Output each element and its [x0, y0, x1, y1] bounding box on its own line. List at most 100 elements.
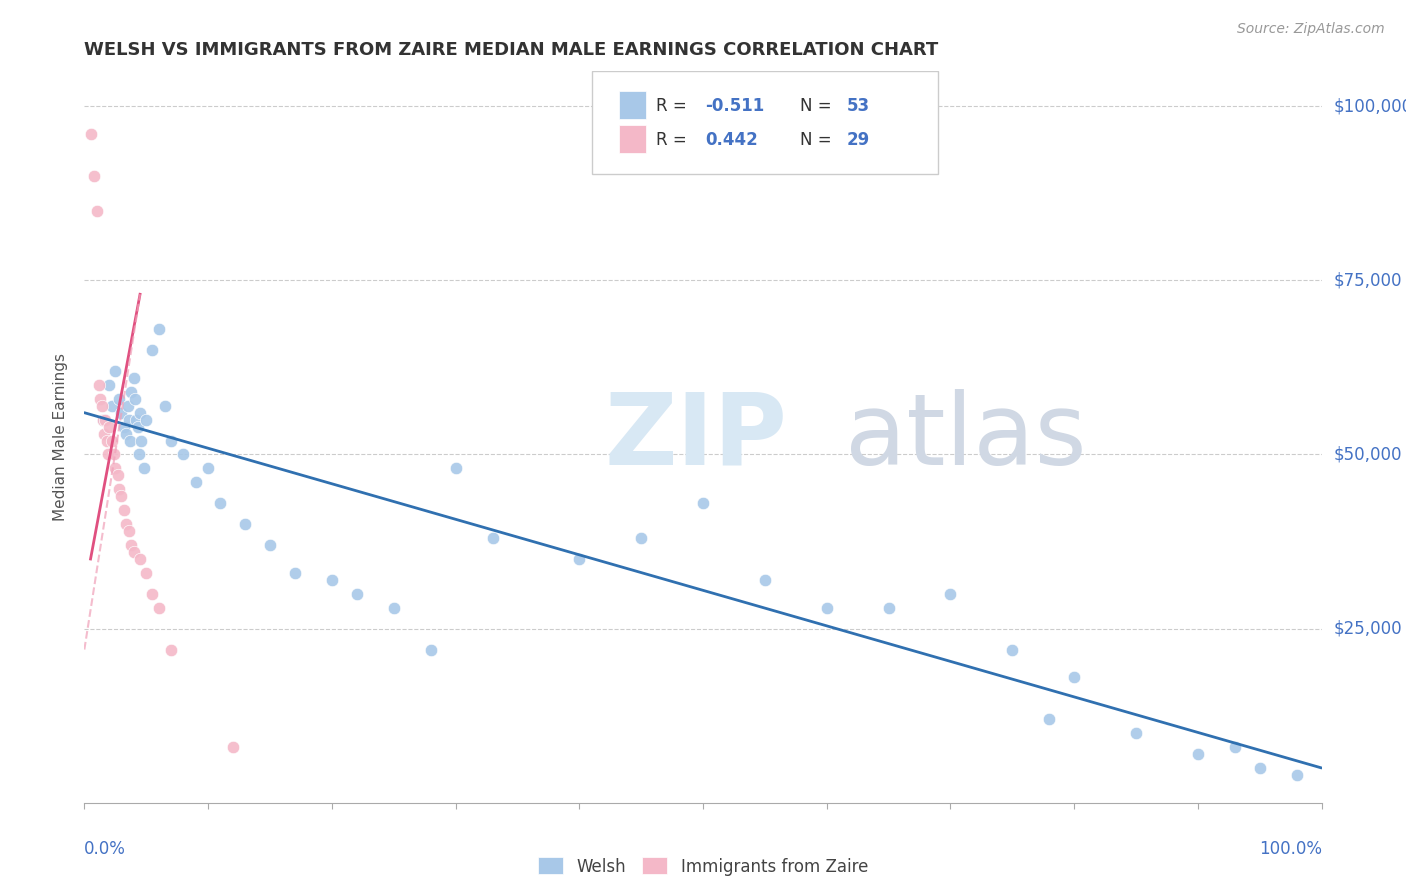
Point — [117, 399, 139, 413]
Point — [118, 412, 141, 426]
Point — [90, 399, 112, 413]
Point — [97, 448, 120, 462]
Point — [233, 517, 256, 532]
Point — [129, 434, 152, 448]
Point — [89, 392, 111, 406]
Text: 0.442: 0.442 — [706, 131, 758, 149]
Point — [115, 517, 138, 532]
Text: Source: ZipAtlas.com: Source: ZipAtlas.com — [1237, 22, 1385, 37]
Point — [481, 531, 503, 545]
Point — [120, 538, 142, 552]
Point — [1285, 768, 1308, 782]
Point — [160, 434, 183, 448]
Point — [939, 587, 962, 601]
Text: 100.0%: 100.0% — [1258, 840, 1322, 858]
Point — [108, 483, 131, 497]
Text: 0.0%: 0.0% — [84, 840, 127, 858]
Text: ZIP: ZIP — [605, 389, 787, 485]
Y-axis label: Median Male Earnings: Median Male Earnings — [53, 353, 69, 521]
Point — [222, 740, 245, 755]
Point — [444, 461, 467, 475]
Point — [100, 434, 122, 448]
Text: $100,000: $100,000 — [1334, 97, 1406, 115]
Point — [135, 412, 157, 426]
Point — [96, 434, 118, 448]
Point — [112, 503, 135, 517]
Point — [132, 461, 155, 475]
Point — [86, 203, 108, 218]
Point — [1223, 740, 1246, 755]
Point — [104, 461, 127, 475]
Point — [107, 468, 129, 483]
Point — [94, 412, 117, 426]
Point — [692, 496, 714, 510]
Point — [153, 399, 176, 413]
Point — [1125, 726, 1147, 740]
Point — [120, 384, 142, 399]
Point — [1063, 670, 1085, 684]
Text: WELSH VS IMMIGRANTS FROM ZAIRE MEDIAN MALE EARNINGS CORRELATION CHART: WELSH VS IMMIGRANTS FROM ZAIRE MEDIAN MA… — [84, 41, 939, 59]
Text: atlas: atlas — [845, 389, 1087, 485]
Point — [148, 600, 170, 615]
Text: $50,000: $50,000 — [1334, 445, 1403, 464]
Point — [419, 642, 441, 657]
Text: $25,000: $25,000 — [1334, 620, 1403, 638]
Bar — [619, 91, 647, 119]
Point — [124, 392, 146, 406]
Text: 29: 29 — [846, 131, 870, 149]
Point — [141, 343, 163, 357]
Point — [160, 642, 183, 657]
Point — [815, 600, 838, 615]
Point — [115, 426, 138, 441]
Point — [129, 552, 152, 566]
Point — [83, 169, 105, 183]
Point — [1249, 761, 1271, 775]
Point — [91, 412, 114, 426]
Point — [382, 600, 405, 615]
Point — [127, 419, 149, 434]
Point — [89, 377, 111, 392]
Point — [1187, 747, 1209, 761]
Point — [284, 566, 307, 580]
Point — [630, 531, 652, 545]
Point — [321, 573, 343, 587]
Legend: Welsh, Immigrants from Zaire: Welsh, Immigrants from Zaire — [531, 851, 875, 882]
Point — [122, 371, 145, 385]
Point — [129, 406, 152, 420]
Point — [135, 566, 157, 580]
Text: N =: N = — [800, 96, 837, 115]
Text: N =: N = — [800, 131, 837, 149]
Point — [125, 412, 148, 426]
FancyBboxPatch shape — [592, 71, 938, 174]
Point — [754, 573, 776, 587]
Text: -0.511: -0.511 — [706, 96, 765, 115]
Point — [184, 475, 207, 490]
Bar — [619, 126, 647, 153]
Point — [103, 448, 125, 462]
Point — [120, 434, 142, 448]
Text: $75,000: $75,000 — [1334, 271, 1403, 289]
Point — [108, 392, 131, 406]
Point — [79, 127, 101, 141]
Text: 53: 53 — [846, 96, 870, 115]
Point — [1038, 712, 1060, 726]
Point — [118, 524, 141, 538]
Point — [98, 377, 121, 392]
Point — [112, 419, 135, 434]
Point — [91, 412, 114, 426]
Point — [110, 489, 132, 503]
Point — [197, 461, 219, 475]
Point — [141, 587, 163, 601]
Point — [877, 600, 900, 615]
Point — [100, 399, 122, 413]
Point — [346, 587, 368, 601]
Point — [122, 545, 145, 559]
Point — [93, 426, 115, 441]
Point — [104, 364, 127, 378]
Text: R =: R = — [657, 96, 692, 115]
Point — [172, 448, 194, 462]
Point — [1001, 642, 1024, 657]
Point — [259, 538, 281, 552]
Point — [148, 322, 170, 336]
Text: R =: R = — [657, 131, 692, 149]
